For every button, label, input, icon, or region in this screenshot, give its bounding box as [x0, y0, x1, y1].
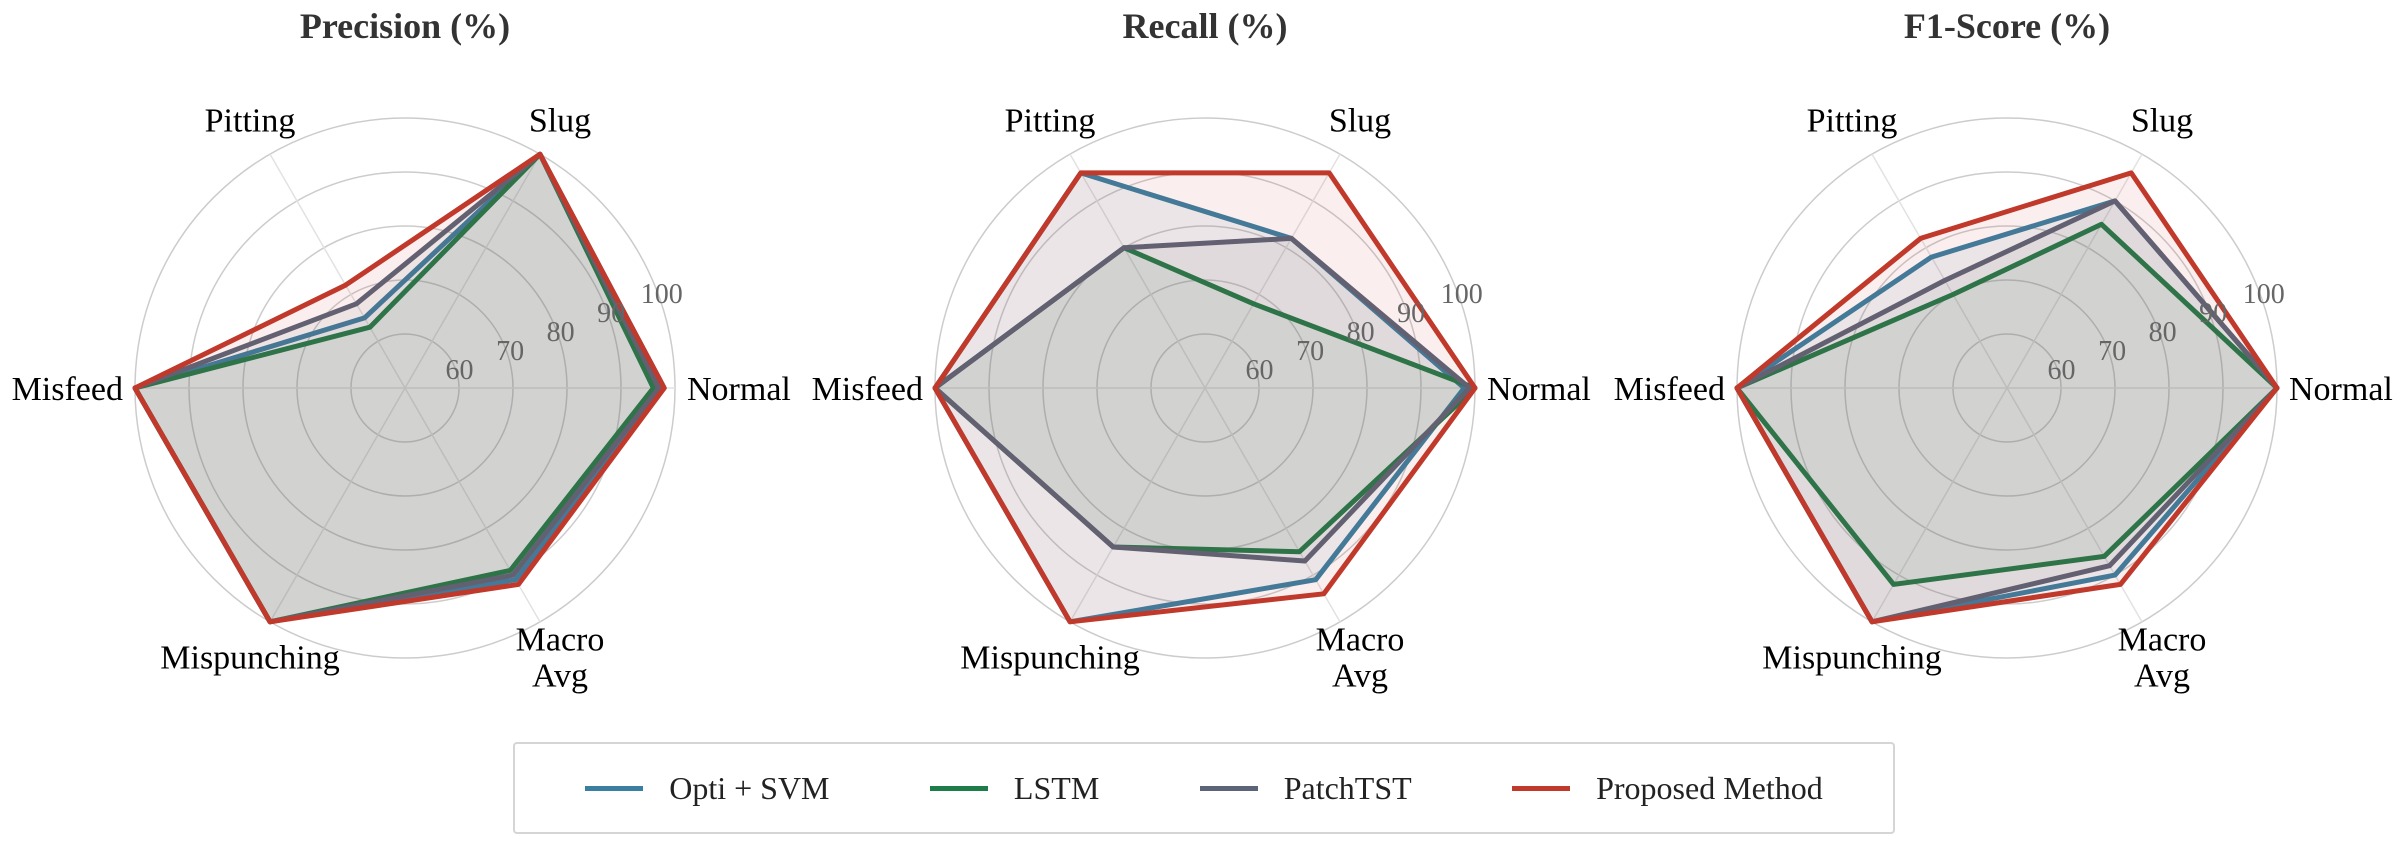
axis-label-normal: Normal	[1487, 371, 1591, 408]
axis-label-pitting: Pitting	[1005, 103, 1096, 140]
axis-label-slug: Slug	[1329, 103, 1391, 140]
legend-label: Opti + SVM	[669, 769, 830, 806]
legend-swatch-opti-svm	[585, 785, 644, 791]
axis-label-slug: Slug	[529, 103, 591, 140]
grid-spoke	[1871, 153, 2008, 389]
tick-label: 80	[1347, 317, 1375, 348]
panel-title: Recall (%)	[1123, 6, 1288, 46]
tick-label: 80	[547, 317, 575, 348]
legend-label: Proposed Method	[1596, 769, 1823, 806]
radar-panel-recall: Recall (%) 60 70 80 90 100 Normal Slug Pitting Mi…	[812, 6, 1591, 694]
axis-label-macro-avg: Macro Avg	[2118, 621, 2207, 694]
tick-label: 60	[2048, 355, 2076, 386]
legend-label: PatchTST	[1283, 769, 1412, 806]
tick-label: 100	[1441, 279, 1483, 310]
series-proposed-method	[932, 170, 1478, 625]
tick-label: 90	[2199, 298, 2227, 329]
tick-label: 100	[2243, 279, 2285, 310]
grid-spoke	[2006, 153, 2143, 389]
grid-spoke	[1069, 153, 1206, 389]
axis-label-mispunching: Mispunching	[1762, 639, 1941, 676]
grid-spoke	[269, 387, 406, 623]
axis-label-slug: Slug	[2131, 103, 2193, 140]
axis-label-pitting: Pitting	[1807, 103, 1898, 140]
axis-label-normal: Normal	[2289, 371, 2393, 408]
axis-label-macro-avg: Macro Avg	[516, 621, 605, 694]
tick-label: 70	[2098, 336, 2126, 367]
axis-label-pitting: Pitting	[205, 103, 296, 140]
grid-spoke	[1069, 387, 1206, 623]
grid-spoke	[269, 153, 406, 389]
axis-label-mispunching: Mispunching	[960, 639, 1139, 676]
tick-label: 100	[641, 279, 683, 310]
series-proposed-method	[1734, 170, 2280, 625]
legend-swatch-patchtst	[1199, 785, 1258, 791]
legend-swatch-proposed-method	[1512, 785, 1571, 791]
tick-label: 60	[1246, 355, 1274, 386]
axis-label-mispunching: Mispunching	[160, 639, 339, 676]
panel-title: Precision (%)	[300, 6, 510, 46]
axis-label-misfeed: Misfeed	[12, 371, 123, 408]
axis-label-misfeed: Misfeed	[812, 371, 923, 408]
axis-label-macro-avg: Macro Avg	[1316, 621, 1405, 694]
tick-label: 80	[2149, 317, 2177, 348]
tick-label: 70	[1296, 336, 1324, 367]
tick-label: 90	[1397, 298, 1425, 329]
legend-item-patchtst: PatchTST	[1199, 769, 1412, 807]
tick-label: 90	[597, 298, 625, 329]
legend-swatch-lstm	[929, 785, 988, 791]
legend-item-opti-svm: Opti + SVM	[585, 769, 830, 807]
radar-panel-precision: Precision (%) 60 70 80 90 100 Normal Slug Pittin…	[12, 6, 791, 694]
radar-panel-f1-score: F1-Score (%) 60 70 80 90 100 Normal Slug Pitting…	[1614, 6, 2393, 694]
series-proposed-method	[132, 151, 667, 625]
legend-item-proposed-method: Proposed Method	[1512, 770, 1823, 807]
panel-title: F1-Score (%)	[1904, 6, 2110, 46]
tick-label: 60	[446, 355, 474, 386]
grid-spoke	[1204, 153, 1341, 389]
grid-spoke	[404, 153, 541, 389]
tick-label: 70	[496, 336, 524, 367]
grid-spoke	[1204, 387, 1341, 623]
axis-label-normal: Normal	[687, 371, 791, 408]
chart-legend: Opti + SVM LSTM PatchTST Proposed Method	[513, 742, 1895, 834]
legend-item-lstm: LSTM	[929, 769, 1100, 807]
axis-label-misfeed: Misfeed	[1614, 371, 1725, 408]
legend-label: LSTM	[1013, 769, 1100, 806]
